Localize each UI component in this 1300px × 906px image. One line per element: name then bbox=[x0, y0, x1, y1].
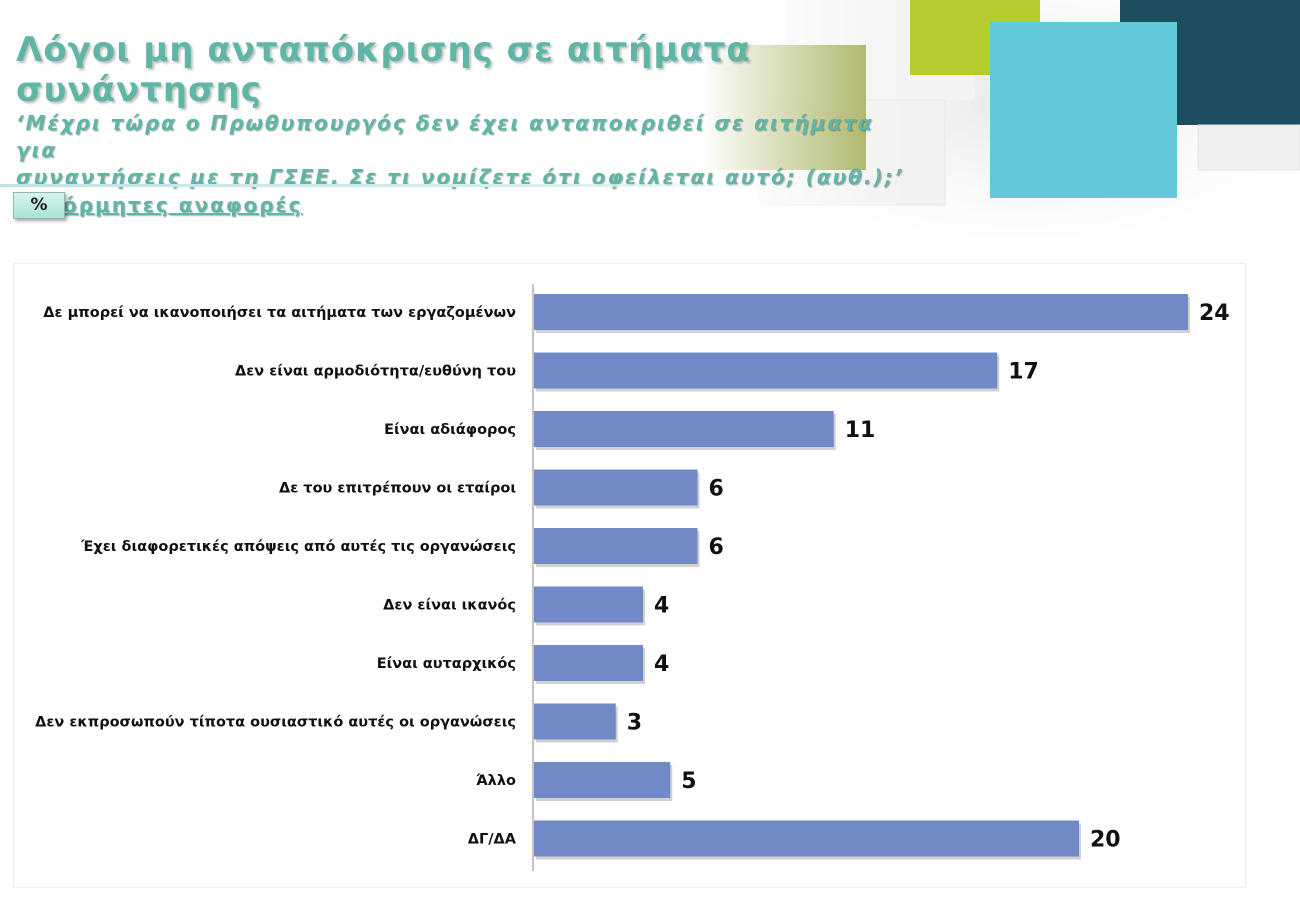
value-label-6: 4 bbox=[654, 594, 669, 619]
category-label-4: Δε του επιτρέπουν οι εταίροι bbox=[279, 481, 516, 497]
bar-9 bbox=[534, 762, 671, 798]
value-label-9: 5 bbox=[681, 769, 696, 794]
category-label-5: Έχει διαφορετικές απόψεις από αυτές τις … bbox=[80, 539, 516, 555]
bar-2 bbox=[534, 352, 998, 389]
value-label-4: 6 bbox=[709, 477, 724, 502]
response-type-note: αυθόρμητες αναφορές bbox=[16, 193, 303, 217]
category-label-2: Δεν είναι αρμοδιότητα/ευθύνη του bbox=[235, 364, 516, 380]
unit-badge: % bbox=[13, 192, 65, 219]
value-label-5: 6 bbox=[709, 535, 724, 560]
category-label-9: Άλλο bbox=[476, 773, 516, 789]
bar-chart: Δε μπορεί να ικανοποιήσει τα αιτήματα τω… bbox=[35, 284, 1230, 871]
category-label-7: Είναι αυταρχικός bbox=[377, 656, 516, 672]
value-label-3: 11 bbox=[845, 418, 876, 443]
bar-4 bbox=[534, 469, 698, 506]
question-text-line1: ‘Μέχρι τώρα ο Πρωθυπουργός δεν έχει αντα… bbox=[16, 111, 874, 162]
value-label-8: 3 bbox=[627, 711, 642, 736]
bar-1 bbox=[534, 294, 1188, 330]
decorative-squares-graphic bbox=[700, 0, 1300, 260]
bar-3 bbox=[534, 411, 834, 447]
value-label-7: 4 bbox=[654, 652, 669, 677]
header: Λόγοι μη ανταπόκρισης σε αιτήματα συνάντ… bbox=[16, 30, 916, 219]
decorative-squares bbox=[700, 0, 1300, 260]
page-title: Λόγοι μη ανταπόκρισης σε αιτήματα συνάντ… bbox=[16, 30, 751, 110]
bar-8 bbox=[534, 703, 616, 740]
chart-frame: Δε μπορεί να ικανοποιήσει τα αιτήματα τω… bbox=[13, 263, 1246, 888]
value-label-10: 20 bbox=[1090, 828, 1121, 853]
category-label-10: ΔΓ/ΔΑ bbox=[468, 832, 517, 848]
value-label-1: 24 bbox=[1199, 301, 1230, 326]
bar-7 bbox=[534, 645, 643, 681]
header-divider bbox=[0, 184, 800, 187]
category-label-6: Δεν είναι ικανός bbox=[383, 598, 516, 614]
category-label-3: Είναι αδιάφορος bbox=[384, 422, 516, 438]
bar-10 bbox=[534, 820, 1079, 857]
category-label-1: Δε μπορεί να ικανοποιήσει τα αιτήματα τω… bbox=[43, 305, 516, 321]
category-label-8: Δεν εκπροσωπούν τίποτα ουσιαστικό αυτές … bbox=[35, 715, 516, 731]
bar-6 bbox=[534, 586, 643, 623]
bar-5 bbox=[534, 528, 698, 564]
value-label-2: 17 bbox=[1008, 360, 1039, 385]
